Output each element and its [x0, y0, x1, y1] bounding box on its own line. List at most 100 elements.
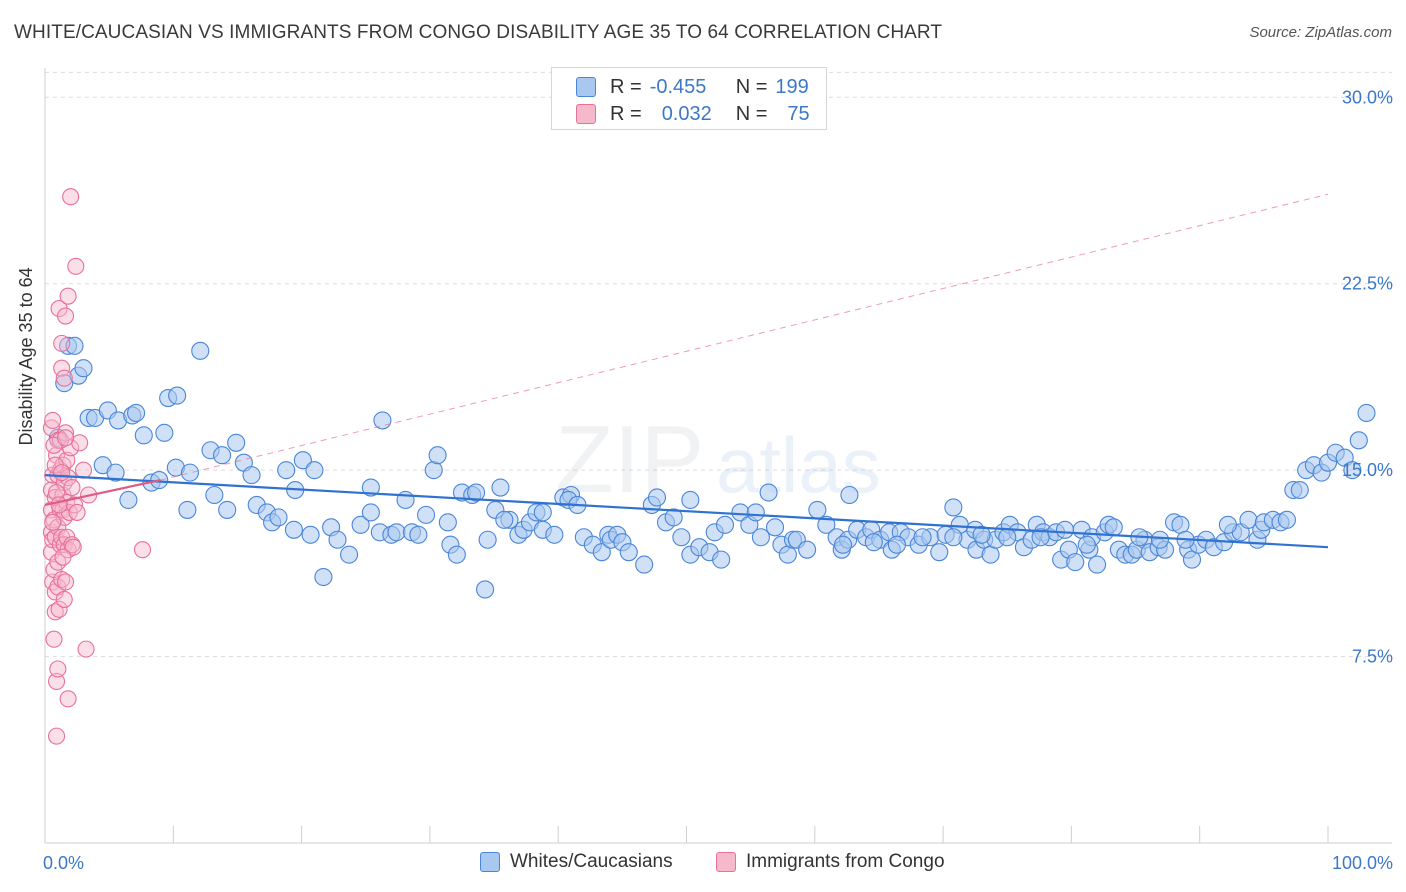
data-point-whites	[373, 411, 392, 430]
data-point-congo	[44, 513, 62, 531]
data-point-whites	[887, 535, 906, 554]
data-point-whites	[119, 490, 138, 510]
legend-n-value: 75	[787, 102, 810, 125]
data-point-whites	[127, 403, 146, 423]
data-point-whites	[417, 505, 436, 524]
data-point-congo	[54, 548, 72, 566]
data-point-whites	[715, 515, 735, 534]
legend-swatch-pink	[716, 852, 736, 872]
y-axis-label: Disability Age 35 to 64	[16, 267, 37, 445]
legend-item-whites[interactable]: Whites/Caucasians	[480, 851, 673, 873]
data-point-whites	[340, 545, 359, 564]
data-point-whites	[284, 520, 303, 539]
data-point-whites	[1343, 461, 1362, 480]
data-point-whites	[409, 525, 428, 544]
chart-title: WHITE/CAUCASIAN VS IMMIGRANTS FROM CONGO…	[14, 22, 943, 43]
data-point-whites	[491, 478, 510, 497]
trend-line-congo	[44, 479, 161, 507]
x-tick-label: 100.0%	[1332, 853, 1393, 873]
legend-swatch-pink	[576, 104, 596, 124]
data-point-whites	[746, 503, 765, 522]
data-point-congo	[47, 672, 66, 690]
data-point-whites	[155, 423, 174, 442]
legend-r-value: 0.032	[661, 102, 712, 125]
data-point-whites	[293, 451, 312, 470]
data-point-whites	[476, 580, 495, 599]
legend-bottom: Whites/Caucasians Immigrants from Congo	[0, 851, 1406, 879]
data-point-whites	[833, 535, 853, 554]
data-point-whites	[467, 483, 486, 502]
data-point-congo	[53, 359, 71, 377]
data-point-whites	[1349, 431, 1368, 450]
legend-n-label: N =	[735, 102, 768, 125]
data-point-congo	[59, 287, 77, 305]
data-point-whites	[361, 478, 380, 497]
data-point-whites	[361, 503, 380, 522]
data-point-whites	[65, 336, 84, 355]
data-point-whites	[1104, 518, 1123, 537]
source-label: Source: ZipAtlas.com	[1249, 24, 1392, 41]
data-point-whites	[592, 543, 611, 562]
data-point-congo	[53, 464, 71, 482]
data-point-congo	[63, 478, 81, 497]
data-point-whites	[205, 485, 224, 505]
data-point-whites	[672, 528, 691, 547]
data-point-congo	[53, 334, 71, 352]
data-point-whites	[1357, 403, 1376, 423]
data-point-congo	[56, 307, 75, 325]
data-point-whites	[808, 500, 827, 519]
data-point-whites	[533, 503, 552, 522]
data-point-whites	[635, 555, 654, 574]
data-point-congo	[68, 503, 86, 521]
data-point-whites	[269, 508, 288, 527]
data-point-congo	[45, 630, 63, 648]
data-point-whites	[478, 530, 497, 549]
data-point-whites	[314, 567, 333, 587]
data-point-whites	[242, 466, 261, 485]
data-point-whites	[840, 485, 859, 505]
data-point-whites	[681, 490, 700, 510]
data-point-whites	[328, 530, 347, 549]
data-point-whites	[913, 528, 932, 547]
data-point-whites	[351, 515, 370, 534]
data-point-whites	[765, 518, 785, 537]
x-tick-label: 0.0%	[43, 853, 84, 873]
data-point-whites	[495, 510, 514, 529]
legend-item-congo[interactable]: Immigrants from Congo	[716, 851, 945, 873]
legend-n-label: N =	[735, 75, 768, 98]
data-point-whites	[619, 543, 638, 562]
data-point-whites	[930, 543, 949, 562]
data-point-congo	[44, 411, 62, 429]
data-point-whites	[1277, 510, 1296, 529]
data-point-whites	[998, 528, 1017, 547]
data-point-whites	[1150, 530, 1169, 549]
data-point-whites	[944, 528, 963, 547]
data-point-congo	[56, 429, 75, 447]
trend-line-congo-extended	[160, 193, 1329, 481]
y-tick-label: 30.0%	[1342, 87, 1393, 107]
data-point-whites	[387, 523, 406, 542]
data-point-congo	[56, 573, 75, 591]
data-point-congo	[50, 600, 68, 618]
series-whites-points	[48, 336, 1376, 599]
data-point-whites	[305, 461, 324, 480]
data-point-congo	[64, 538, 82, 556]
data-point-congo	[49, 553, 67, 571]
trend-line-whites	[44, 474, 1329, 549]
data-point-whites	[438, 513, 457, 532]
data-point-whites	[751, 528, 770, 547]
legend-swatch-blue	[576, 77, 596, 97]
legend-r-label: R =	[610, 75, 642, 98]
legend-row-congo: R = 0.032 N = 75	[576, 102, 810, 125]
data-point-whites	[55, 374, 74, 393]
data-point-whites	[712, 550, 731, 569]
data-point-whites	[218, 500, 237, 519]
y-tick-label: 15.0%	[1342, 460, 1393, 480]
legend-label-whites: Whites/Caucasians	[510, 851, 673, 872]
data-point-whites	[134, 426, 153, 445]
data-point-whites	[972, 525, 991, 544]
data-point-whites	[759, 483, 778, 502]
legend-label-congo: Immigrants from Congo	[746, 851, 945, 872]
data-point-whites	[424, 461, 443, 480]
